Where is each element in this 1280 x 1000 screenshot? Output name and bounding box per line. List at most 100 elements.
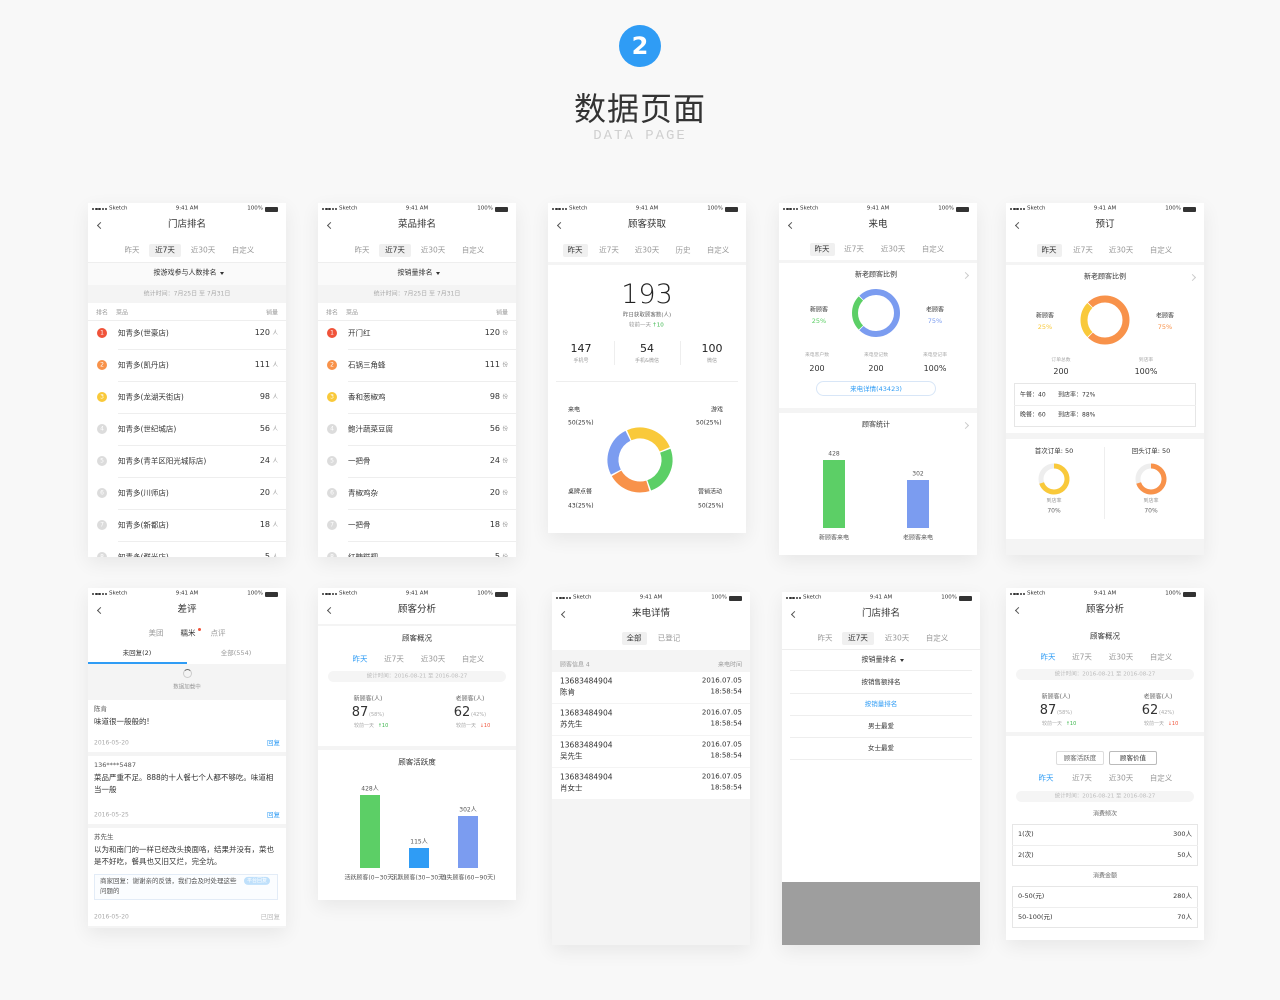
item-name: 香和葱椒鸡 — [348, 392, 386, 402]
sort-filter[interactable]: 按游戏参与人数排名 — [153, 268, 217, 277]
signal-dot — [1013, 592, 1016, 596]
reply-action[interactable]: 回复 — [267, 810, 280, 819]
platform-tab[interactable]: 美团 — [148, 628, 164, 638]
panel — [782, 628, 980, 882]
signal-dot — [1019, 207, 1022, 211]
item-name: 石锅三角蜂 — [348, 360, 386, 370]
tab[interactable]: 近30天 — [420, 654, 446, 664]
stat-value: 200 — [1053, 367, 1069, 376]
tab[interactable]: 自定义 — [925, 633, 949, 643]
sort-option[interactable]: 男士最爱 — [868, 721, 894, 730]
ring-arc — [1039, 463, 1070, 495]
phone-screen: Sketch 9:41 AM 100% 顾客分析 顾客概况 昨天 近7天 近30天 自定义 统计时… — [318, 588, 516, 900]
stat-label: 手机&微信 — [635, 357, 659, 364]
tab[interactable]: 昨天 — [1041, 245, 1057, 255]
tab[interactable]: 自定义 — [1149, 652, 1173, 662]
item-name: 知青多(龙湖天街店) — [118, 392, 184, 402]
bar-value: 302人 — [459, 806, 477, 814]
battery — [725, 206, 738, 212]
sort-option[interactable]: 按销售额排名 — [861, 677, 901, 686]
tab[interactable]: 近30天 — [420, 245, 446, 255]
tab[interactable]: 近7天 — [384, 654, 404, 664]
sort-option[interactable]: 女士最爱 — [868, 743, 894, 752]
tab[interactable]: 近7天 — [385, 245, 405, 255]
tab[interactable]: 自定义 — [461, 654, 485, 664]
rank: 4 — [330, 425, 334, 433]
reply-action[interactable]: 已回复 — [260, 912, 281, 921]
tab[interactable]: 近30天 — [1108, 652, 1134, 662]
platform-tab[interactable]: 点评 — [210, 628, 226, 638]
row-value: 70人 — [1177, 912, 1192, 921]
segment-label[interactable]: 顾客价值 — [1120, 753, 1146, 762]
tab[interactable]: 近30天 — [880, 244, 906, 254]
compare: 较前一天 — [1143, 720, 1165, 727]
reply-action[interactable]: 回复 — [267, 738, 280, 747]
tab[interactable]: 近7天 — [1072, 773, 1092, 783]
detail-button[interactable] — [816, 381, 936, 396]
battery-level: 100% — [1165, 205, 1181, 212]
sort-dropdown[interactable]: 按销量排名 — [861, 655, 897, 664]
reply-tab[interactable]: 未回复(2) — [122, 648, 152, 657]
change: ↓10 — [1167, 720, 1179, 727]
screen-title: 顾客获取 — [627, 219, 667, 231]
tab[interactable]: 近30天 — [634, 245, 660, 255]
sort-filter[interactable]: 按销量排名 — [397, 268, 433, 277]
tab[interactable]: 近30天 — [190, 245, 216, 255]
tab[interactable]: 昨天 — [1038, 773, 1054, 783]
tab[interactable]: 昨天 — [814, 244, 830, 254]
phone-screen: Sketch 9:41 AM 100% 门店排名 昨天 近7天 近30天 自定义 按游戏参与人数… — [88, 203, 286, 557]
card-title: 新老顾客比例 — [1084, 272, 1126, 281]
platform-tab[interactable]: 糯米 — [180, 628, 196, 638]
tab[interactable]: 昨天 — [567, 245, 583, 255]
tab[interactable]: 自定义 — [706, 245, 730, 255]
bar — [458, 816, 478, 868]
clock: 9:41 AM — [405, 205, 429, 212]
tab[interactable]: 昨天 — [817, 633, 833, 643]
bar-label: 活跃顾客(0~30天) — [344, 874, 396, 882]
tab[interactable]: 近7天 — [844, 244, 864, 254]
tab[interactable]: 自定义 — [231, 245, 255, 255]
call-row — [552, 768, 750, 799]
divider — [782, 649, 980, 650]
tab[interactable]: 近7天 — [155, 245, 175, 255]
ring-arc — [1136, 463, 1167, 495]
item-value: 120 — [254, 328, 270, 337]
change: ↑10 — [377, 722, 389, 729]
segment-label[interactable]: 顾客活跃度 — [1063, 753, 1097, 762]
tab[interactable]: 昨天 — [124, 245, 140, 255]
reply-tab[interactable]: 全部(554) — [220, 648, 252, 657]
tab[interactable]: 近30天 — [1108, 245, 1134, 255]
tab[interactable]: 近7天 — [1073, 245, 1093, 255]
tab[interactable]: 已登记 — [657, 633, 681, 643]
tab[interactable]: 自定义 — [1149, 245, 1173, 255]
sort-option[interactable]: 按销量排名 — [864, 699, 898, 708]
divider — [1012, 907, 1198, 908]
rank: 7 — [100, 521, 104, 529]
card-title: 顾客概况 — [402, 633, 432, 643]
caller: 吴先生 — [560, 751, 583, 761]
unit: 份 — [502, 394, 508, 401]
tab[interactable]: 昨天 — [352, 654, 368, 664]
tab[interactable]: 昨天 — [354, 245, 370, 255]
battery — [729, 595, 742, 601]
tab[interactable]: 自定义 — [1149, 773, 1173, 783]
signal-dot — [334, 207, 338, 211]
tab[interactable]: 自定义 — [461, 245, 485, 255]
carrier: Sketch — [339, 590, 358, 597]
tab[interactable]: 近7天 — [599, 245, 619, 255]
tab[interactable]: 全部 — [626, 633, 642, 643]
screen-title: 门店排名 — [167, 219, 207, 231]
tab[interactable]: 近30天 — [884, 633, 910, 643]
tab[interactable]: 历史 — [675, 245, 691, 255]
unit: 人 — [272, 522, 278, 529]
nav-bar — [1006, 203, 1204, 239]
tab[interactable]: 近7天 — [1072, 652, 1092, 662]
tab[interactable]: 近7天 — [848, 633, 868, 643]
divider — [348, 541, 516, 542]
divider — [348, 381, 516, 382]
tab[interactable]: 自定义 — [921, 244, 945, 254]
column-header: 排名 — [326, 309, 339, 317]
tab[interactable]: 近30天 — [1108, 773, 1134, 783]
clock: 9:41 AM — [1093, 205, 1117, 212]
tab[interactable]: 昨天 — [1040, 652, 1056, 662]
